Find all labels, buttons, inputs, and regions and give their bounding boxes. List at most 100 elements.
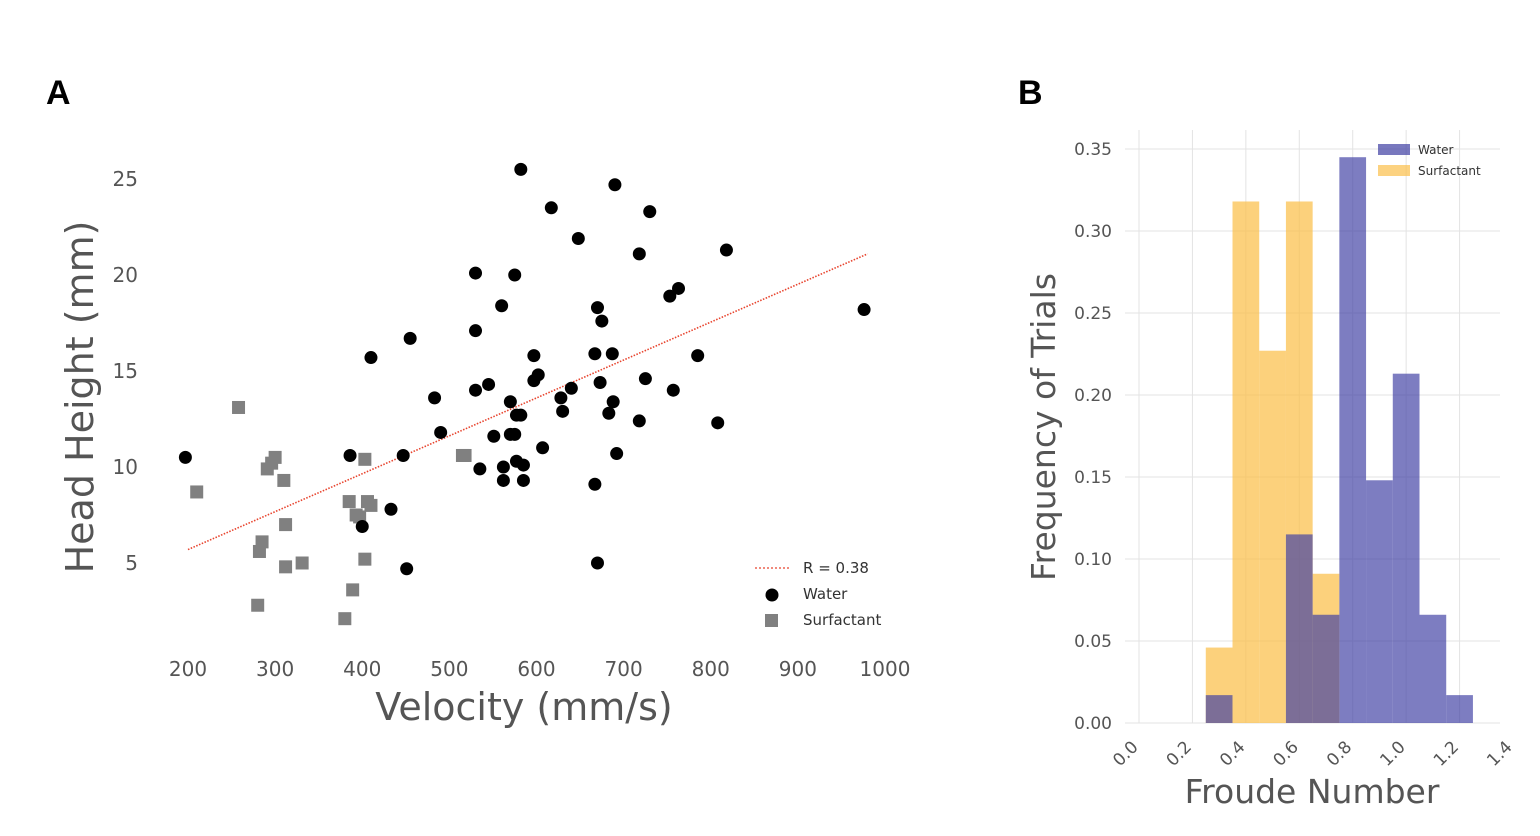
- y-tick-label: 15: [113, 359, 138, 383]
- y-tick-label: 0.25: [1074, 304, 1112, 324]
- water-point: [638, 372, 652, 386]
- surfactant-point: [232, 400, 246, 414]
- water-point: [719, 243, 733, 257]
- legend: Water Surfactant: [1378, 143, 1481, 178]
- legend-surfactant-swatch: [1378, 165, 1410, 176]
- y-tick-label: 0.10: [1074, 550, 1112, 570]
- y-tick-label: 5: [125, 551, 138, 575]
- x-tick-label: 1.0: [1376, 737, 1409, 770]
- surfactant-point: [358, 552, 372, 566]
- water-point: [469, 266, 483, 280]
- water-point: [606, 395, 620, 409]
- y-tick-label: 0.35: [1074, 140, 1112, 160]
- water-point: [482, 377, 496, 391]
- y-tick-label: 10: [113, 455, 138, 479]
- water-point: [857, 303, 871, 317]
- overlap-bar: [1312, 614, 1340, 723]
- x-axis-title: Velocity (mm/s): [375, 685, 672, 729]
- scatter-points: [178, 162, 871, 626]
- water-point: [711, 416, 725, 430]
- water-bar: [1339, 157, 1367, 723]
- legend-water-swatch: [765, 588, 779, 602]
- water-point: [593, 376, 607, 390]
- x-tick-label: 0.8: [1323, 737, 1356, 770]
- histogram-bars: [1205, 157, 1473, 724]
- surfactant-point: [295, 556, 309, 570]
- water-point: [516, 473, 530, 487]
- water-point: [514, 408, 528, 422]
- x-tick-label: 0.4: [1216, 737, 1249, 770]
- surfactant-bar: [1205, 647, 1233, 723]
- water-point: [487, 429, 501, 443]
- water-point: [643, 205, 657, 219]
- surfactant-point: [279, 560, 293, 574]
- surfactant-point: [255, 535, 269, 549]
- water-point: [590, 556, 604, 570]
- legend-water-swatch: [1378, 144, 1410, 155]
- water-point: [496, 473, 510, 487]
- x-tick-label: 200: [169, 657, 207, 681]
- water-point: [343, 448, 357, 462]
- y-tick-label: 0.05: [1074, 632, 1112, 652]
- x-tick-label: 600: [517, 657, 555, 681]
- y-tick-label: 0.30: [1074, 222, 1112, 242]
- surfactant-bar: [1285, 201, 1313, 724]
- water-point: [508, 427, 522, 441]
- water-point: [355, 520, 369, 534]
- legend-water-label: Water: [803, 585, 848, 603]
- water-point: [514, 162, 528, 176]
- x-tick-labels: 0.0 0.2 0.4 0.6 0.8 1.0 1.2 1.4: [1109, 737, 1516, 770]
- water-point: [503, 395, 517, 409]
- y-tick-labels: 0.00 0.05 0.10 0.15 0.20 0.25 0.30 0.35: [1074, 140, 1112, 734]
- panel-b-label: B: [1018, 74, 1043, 112]
- y-axis-title: Frequency of Trials: [1024, 273, 1063, 581]
- water-point: [556, 404, 570, 418]
- surfactant-point: [346, 583, 360, 597]
- y-tick-label: 0.15: [1074, 468, 1112, 488]
- water-point: [588, 477, 602, 491]
- grid-lines: [1125, 130, 1500, 724]
- surfactant-point: [342, 495, 356, 509]
- x-tick-label: 500: [430, 657, 468, 681]
- x-tick-labels: 200 300 400 500 600 700 800 900 1000: [169, 657, 911, 681]
- water-point: [403, 331, 417, 345]
- water-bar: [1366, 480, 1393, 723]
- y-axis-title: Head Height (mm): [58, 221, 102, 574]
- water-point: [469, 324, 483, 338]
- x-tick-label: 0.6: [1270, 737, 1303, 770]
- x-tick-label: 1.4: [1483, 737, 1516, 770]
- scatter-chart: 200 300 400 500 600 700 800 900 1000 5 10 15 20 25 V…: [58, 162, 911, 729]
- water-point: [554, 391, 568, 405]
- surfactant-bar: [1259, 350, 1286, 723]
- water-point: [434, 425, 448, 439]
- x-axis-title: Froude Number: [1185, 772, 1440, 811]
- water-point: [666, 383, 680, 397]
- water-point: [610, 447, 624, 461]
- water-point: [496, 460, 510, 474]
- water-point: [605, 347, 619, 361]
- legend-surfactant-swatch: [765, 614, 778, 627]
- x-tick-label: 800: [692, 657, 730, 681]
- water-point: [632, 247, 646, 261]
- surfactant-point: [458, 448, 472, 462]
- surfactant-bar: [1312, 573, 1340, 723]
- water-point: [531, 368, 545, 382]
- water-point: [588, 347, 602, 361]
- fit-line-group: [187, 253, 868, 551]
- water-point: [495, 299, 509, 313]
- water-point: [400, 562, 414, 576]
- water-point: [564, 381, 578, 395]
- x-tick-label: 0.0: [1109, 737, 1142, 770]
- legend-fit-label: R = 0.38: [803, 559, 869, 577]
- legend: R = 0.38 Water Surfactant: [755, 559, 881, 629]
- water-point: [632, 414, 646, 428]
- surfactant-point: [279, 518, 293, 532]
- fit-line: [187, 253, 868, 551]
- water-point: [571, 232, 585, 246]
- surfactant-point: [338, 612, 352, 626]
- water-point: [178, 450, 192, 464]
- surfactant-point: [358, 452, 372, 466]
- surfactant-point: [251, 598, 265, 612]
- water-point: [473, 462, 487, 476]
